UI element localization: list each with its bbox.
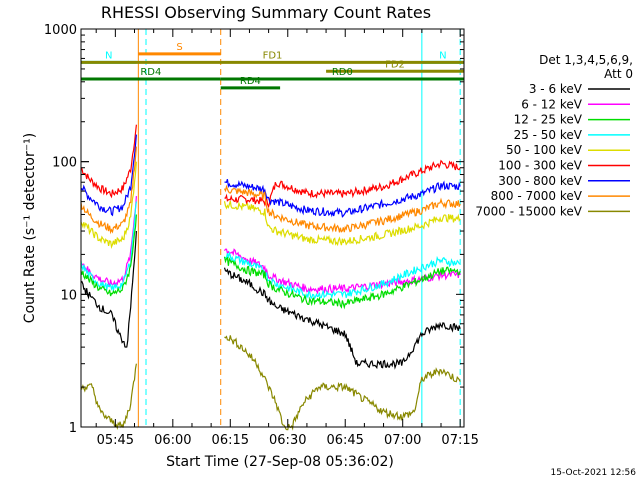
series-line <box>223 267 461 370</box>
series-line <box>223 256 461 310</box>
flag-label: RD4 <box>140 67 161 78</box>
series-line <box>80 134 137 217</box>
legend-label: 25 - 50 keV <box>514 128 583 142</box>
x-tick-label: 06:00 <box>154 433 191 448</box>
series-line <box>80 363 137 431</box>
series-line <box>224 159 461 209</box>
flag-label: FD2 <box>385 59 405 70</box>
series-line <box>80 201 137 292</box>
legend-label: 7000 - 15000 keV <box>475 204 582 218</box>
flag-label: FD1 <box>263 50 283 61</box>
x-axis: 05:45 06:00 06:15 06:30 06:45 07:00 07:15 <box>95 29 479 448</box>
flag-label: S <box>176 42 182 53</box>
legend-label: 12 - 25 keV <box>514 113 583 127</box>
y-tick-label: 1 <box>69 421 77 436</box>
chart-title: RHESSI Observing Summary Count Rates <box>101 3 431 22</box>
series-line <box>80 214 137 297</box>
x-tick-label: 07:15 <box>441 433 478 448</box>
series-line <box>80 161 137 249</box>
legend-header-line1: Det 1,3,4,5,6,9, <box>539 53 633 67</box>
series-line <box>224 248 461 295</box>
y-axis-label: Count Rate (s⁻¹ detector⁻¹) <box>22 133 38 323</box>
x-tick-label: 06:45 <box>326 433 363 448</box>
legend-header-line2: Att 0 <box>604 67 633 81</box>
series-line <box>223 184 461 233</box>
timestamp-footer: 15-Oct-2021 12:56 <box>551 468 637 478</box>
instrument-flags: S N N FD1 FD2 RD0 RD4 RD4 <box>81 42 464 90</box>
series-line <box>80 146 137 235</box>
legend-label: 100 - 300 keV <box>498 159 582 173</box>
y-tick-label: 10 <box>60 288 77 303</box>
series-line <box>224 250 461 300</box>
x-tick-label: 07:00 <box>384 433 421 448</box>
x-tick-label: 06:15 <box>212 433 249 448</box>
x-tick-label: 05:45 <box>97 433 134 448</box>
legend-label: 50 - 100 keV <box>506 143 583 157</box>
y-tick-label: 1000 <box>44 23 77 38</box>
series-line <box>80 230 137 348</box>
flag-label: RD0 <box>332 67 353 78</box>
series-layer <box>80 124 461 431</box>
legend-label: 3 - 6 keV <box>529 82 583 96</box>
x-tick-label: 06:30 <box>269 433 306 448</box>
series-line <box>80 124 137 199</box>
legend-label: 6 - 12 keV <box>521 97 583 111</box>
y-axis: 1 10 100 1000 <box>44 23 464 436</box>
flag-label: N <box>439 50 446 61</box>
flag-label: N <box>105 50 112 61</box>
plot-frame <box>80 28 465 428</box>
y-tick-label: 100 <box>52 156 77 171</box>
legend-label: 800 - 7000 keV <box>491 189 583 203</box>
legend-label: 300 - 800 keV <box>498 174 582 188</box>
series-line <box>224 335 461 431</box>
flag-label: RD4 <box>240 76 261 87</box>
x-axis-label: Start Time (27-Sep-08 05:36:02) <box>166 454 394 470</box>
series-line <box>223 200 461 247</box>
